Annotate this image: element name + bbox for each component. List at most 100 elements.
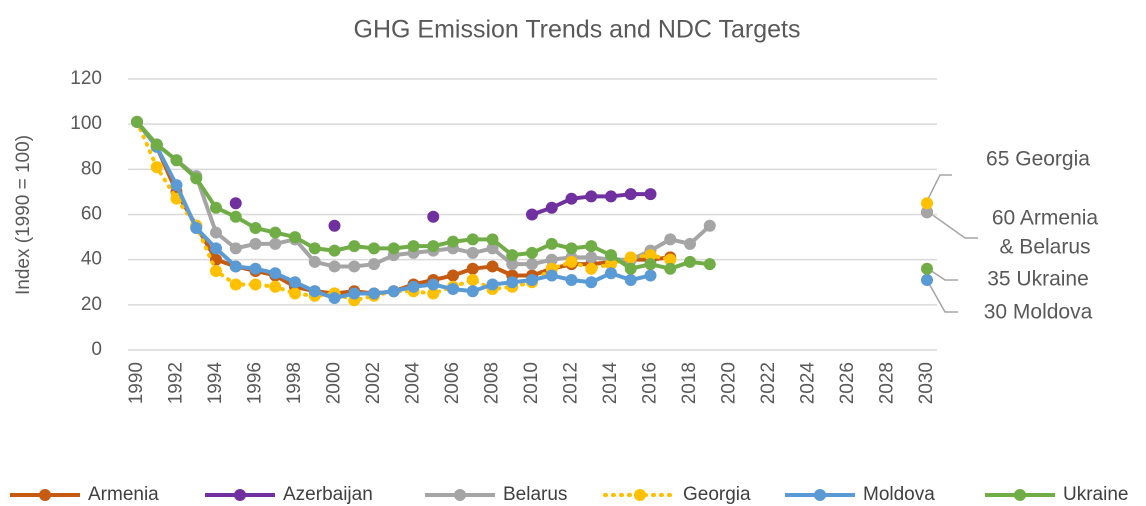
data-point xyxy=(190,172,203,185)
legend-marker xyxy=(1014,489,1026,501)
data-point xyxy=(427,240,440,253)
data-point xyxy=(684,237,696,250)
data-point xyxy=(150,161,163,174)
x-tick-label: 1990 xyxy=(126,362,147,404)
data-point xyxy=(644,249,657,262)
y-tick-label: 60 xyxy=(81,204,102,225)
data-point xyxy=(150,138,163,151)
data-point xyxy=(624,273,637,286)
data-point xyxy=(545,201,558,214)
annotation: & Belarus xyxy=(999,236,1090,259)
data-point xyxy=(210,226,222,239)
data-point xyxy=(585,240,598,253)
data-point xyxy=(269,237,282,250)
data-point xyxy=(368,287,380,300)
data-point xyxy=(664,262,677,275)
data-point xyxy=(466,285,479,298)
data-point xyxy=(486,242,499,255)
data-point xyxy=(210,242,222,255)
annotation: 35 Ukraine xyxy=(987,268,1089,291)
legend-label: Ukraine xyxy=(1063,484,1128,505)
legend-label: Belarus xyxy=(503,484,567,505)
data-point xyxy=(605,267,617,280)
legend-label: Armenia xyxy=(88,484,159,505)
x-tick-label: 2012 xyxy=(561,362,582,404)
data-point xyxy=(348,240,361,253)
data-point xyxy=(585,262,598,275)
data-point xyxy=(269,226,282,239)
data-point xyxy=(387,242,400,255)
x-tick-label: 2024 xyxy=(798,362,819,405)
data-point xyxy=(387,285,400,298)
data-point xyxy=(486,260,499,273)
x-tick-label: 2014 xyxy=(600,362,621,405)
data-point xyxy=(249,262,262,275)
data-point xyxy=(585,190,598,203)
data-point xyxy=(427,278,440,291)
x-tick-label: 2022 xyxy=(758,362,779,404)
data-point xyxy=(486,233,499,246)
data-point xyxy=(545,237,558,250)
x-tick-label: 2028 xyxy=(877,362,898,404)
annotation: 60 Armenia xyxy=(992,207,1099,230)
annotation: 30 Moldova xyxy=(984,301,1093,324)
data-point xyxy=(229,197,242,210)
x-tick-label: 2026 xyxy=(837,362,858,404)
data-point xyxy=(466,262,479,275)
data-point xyxy=(921,197,933,210)
x-tick-label: 2000 xyxy=(324,362,345,404)
x-tick-label: 1992 xyxy=(166,362,187,404)
data-point xyxy=(328,292,341,305)
data-point xyxy=(229,260,242,273)
data-point xyxy=(466,246,479,259)
data-point xyxy=(308,242,321,255)
data-point xyxy=(526,258,538,271)
series-line xyxy=(135,119,673,303)
data-point xyxy=(526,246,538,259)
data-point xyxy=(348,260,361,273)
data-point xyxy=(624,188,637,201)
data-point xyxy=(624,262,637,275)
leader-line xyxy=(926,210,978,239)
data-point xyxy=(427,210,440,223)
data-point xyxy=(644,258,657,271)
data-point xyxy=(466,273,479,286)
data-point xyxy=(526,273,538,286)
y-tick-label: 0 xyxy=(91,339,102,360)
legend-marker xyxy=(454,489,466,501)
data-point xyxy=(684,255,696,268)
leader-line xyxy=(926,279,958,313)
x-tick-label: 2030 xyxy=(916,362,937,404)
y-tick-label: 100 xyxy=(70,113,102,134)
data-point xyxy=(506,258,519,271)
data-point xyxy=(368,258,380,271)
x-tick-label: 2006 xyxy=(442,362,463,404)
data-point xyxy=(624,251,637,264)
legend-marker xyxy=(234,489,246,501)
legend-marker xyxy=(39,489,51,501)
data-point xyxy=(486,278,499,291)
data-point xyxy=(921,206,933,219)
y-tick-label: 120 xyxy=(70,68,102,89)
x-tick-label: 1998 xyxy=(284,362,305,404)
data-point xyxy=(368,242,380,255)
data-point xyxy=(249,237,262,250)
data-point xyxy=(229,210,242,223)
data-point xyxy=(407,240,420,253)
legend-label: Georgia xyxy=(683,484,751,505)
data-point xyxy=(644,269,657,282)
leader-line xyxy=(926,174,952,202)
y-tick-label: 40 xyxy=(81,249,102,270)
x-tick-label: 2002 xyxy=(363,362,384,404)
data-point xyxy=(190,222,203,235)
data-point xyxy=(328,260,341,273)
data-point xyxy=(407,280,420,293)
data-point xyxy=(308,285,321,298)
data-point xyxy=(565,242,578,255)
data-point xyxy=(210,264,222,277)
data-point xyxy=(131,115,143,128)
data-point xyxy=(664,253,677,266)
x-tick-label: 1994 xyxy=(205,362,226,405)
leader-line xyxy=(926,267,958,281)
